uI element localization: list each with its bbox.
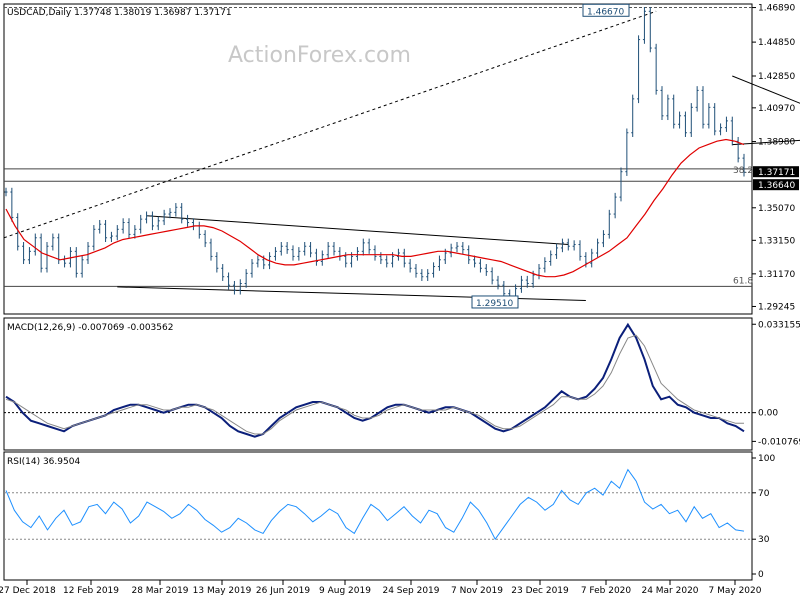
x-tick-label: 7 Feb 2020 — [581, 586, 632, 596]
x-tick-label: 27 Dec 2018 — [0, 586, 56, 596]
last-price-label: 1.37171 — [758, 168, 795, 178]
rsi-series — [5, 468, 745, 541]
panel-frame-macd — [3, 317, 753, 451]
macd-ytick-label: 0.00 — [758, 409, 778, 419]
triangle-lower — [732, 139, 800, 146]
chart-header-title: USDCAD,Daily 1.37748 1.38019 1.36987 1.3… — [7, 8, 232, 18]
macd-series-signal — [5, 334, 744, 435]
price-ytick-label: 1.33150 — [758, 236, 795, 246]
watermark: ActionForex.com — [228, 43, 411, 68]
price-ytick-label: 1.42850 — [758, 72, 795, 82]
peak-label: 1.46670 — [587, 7, 624, 17]
trough-label-box — [471, 295, 519, 309]
rsi-ytick-label: 30 — [758, 535, 770, 545]
trendline-upper — [146, 215, 569, 246]
fib-61-label: 61.8 — [733, 276, 753, 286]
x-tick-label: 24 Mar 2020 — [641, 586, 698, 596]
x-tick-label: 9 Aug 2019 — [319, 586, 371, 596]
price-ytick-label: 1.46890 — [758, 4, 795, 14]
last-price-box — [753, 166, 799, 178]
price-ytick-label: 1.38980 — [758, 138, 795, 148]
moving-average-line — [5, 138, 745, 278]
trough-label: 1.29510 — [476, 299, 513, 309]
fib-38-label: 38.2 — [733, 166, 753, 176]
rsi-title: RSI(14) 36.9504 — [7, 457, 80, 467]
x-tick-label: 12 Feb 2019 — [63, 586, 119, 596]
x-tick-label: 7 May 2020 — [709, 586, 762, 596]
rsi-ytick-label: 70 — [758, 489, 770, 499]
rsi-ytick-label: 100 — [758, 454, 775, 464]
rsi-ytick-label: 0 — [758, 570, 764, 580]
panel-frame-price — [3, 3, 753, 315]
price-ytick-label: 1.40970 — [758, 104, 795, 114]
x-tick-label: 13 May 2019 — [193, 586, 252, 596]
price-ytick-label: 1.35070 — [758, 204, 795, 214]
peak-label-box — [582, 3, 630, 17]
price-ytick-label: 1.44850 — [758, 38, 795, 48]
macd-series-main — [5, 322, 745, 438]
macd-ytick-label: -0.010769 — [758, 437, 800, 447]
x-tick-label: 23 Dec 2019 — [511, 586, 569, 596]
price-ytick-label: 1.29245 — [758, 302, 795, 312]
macd-ytick-label: 0.033155 — [758, 320, 800, 330]
x-tick-label: 26 Jun 2019 — [256, 586, 310, 596]
panel-frame-rsi — [3, 451, 753, 581]
price-ytick-label: 1.31170 — [758, 270, 795, 280]
level-price-label: 1.36640 — [758, 181, 795, 191]
trendline-dotted — [3, 10, 657, 239]
x-tick-label: 28 Mar 2019 — [131, 586, 188, 596]
triangle-upper — [732, 75, 800, 104]
macd-title: MACD(12,26,9) -0.007069 -0.003562 — [7, 323, 173, 333]
x-tick-label: 24 Sep 2019 — [382, 586, 439, 596]
level-price-box — [753, 179, 799, 191]
x-tick-label: 7 Nov 2019 — [451, 586, 503, 596]
